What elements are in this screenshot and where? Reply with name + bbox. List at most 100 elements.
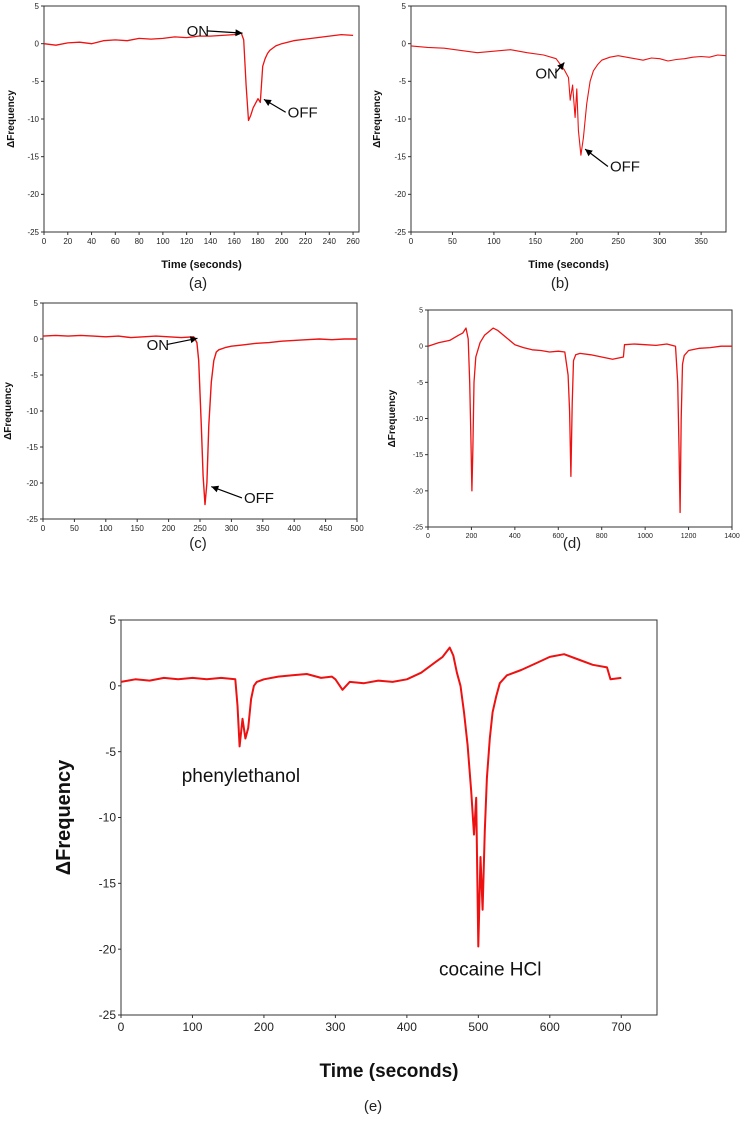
y-tick-label: -20 [99,942,117,956]
x-tick-label: 100 [182,1020,202,1034]
y-tick-label: -5 [31,371,39,380]
y-tick-label: -5 [32,77,40,86]
y-tick-label: 0 [109,679,116,693]
y-tick-label: 5 [402,2,407,11]
x-tick-label: 100 [156,237,170,246]
x-tick-label: 700 [611,1020,631,1034]
annotation-label: ON [535,65,558,82]
x-tick-label: 0 [42,237,47,246]
x-tick-label: 150 [131,524,145,533]
y-tick-label: -25 [27,228,39,237]
x-tick-label: 500 [468,1020,488,1034]
y-tick-label: -5 [417,380,423,387]
x-tick-label: 50 [70,524,79,533]
y-tick-label: 0 [35,39,40,48]
plot-frame [410,5,727,233]
annotation-label: OFF [610,159,640,176]
y-axis-label: ΔFrequency [372,90,383,148]
x-tick-label: 500 [350,524,364,533]
y-tick-label: 5 [35,2,40,11]
x-tick-label: 1000 [637,533,653,540]
y-tick-label: 5 [109,613,116,627]
x-tick-label: 250 [193,524,207,533]
x-tick-label: 260 [346,237,360,246]
x-axis-label: Time (seconds) [528,259,609,271]
x-tick-label: 400 [509,533,521,540]
annotation-arrow-head [211,485,220,493]
x-tick-label: 600 [540,1020,560,1034]
x-tick-label: 800 [596,533,608,540]
x-tick-label: 200 [254,1020,274,1034]
y-tick-label: -20 [27,190,39,199]
x-tick-label: 140 [204,237,218,246]
x-tick-label: 100 [99,524,113,533]
x-tick-label: 0 [41,524,46,533]
x-tick-label: 200 [466,533,478,540]
y-tick-label: -10 [394,115,406,124]
y-tick-label: -10 [99,811,117,825]
x-tick-label: 180 [251,237,265,246]
y-tick-label: 0 [34,335,39,344]
x-tick-label: 300 [325,1020,345,1034]
annotation-label: OFF [244,490,274,507]
panel-caption: (e) [364,1098,382,1115]
panel-caption: (c) [189,535,207,552]
series-line [120,646,622,948]
annotation-arrow-head [189,336,198,344]
annotation-arrow-head [585,149,593,157]
x-tick-label: 600 [552,533,564,540]
x-tick-label: 450 [319,524,333,533]
x-tick-label: 1200 [681,533,697,540]
chart-panel-e: 50-5-10-15-20-250 100 200 300 400 500 600 700ΔF… [53,613,658,1115]
annotation-arrow-head [557,62,565,71]
x-tick-label: 60 [111,237,120,246]
x-tick-label: 250 [612,237,626,246]
y-tick-label: -20 [26,479,38,488]
y-tick-label: -20 [394,190,406,199]
x-tick-label: 350 [694,237,708,246]
y-tick-label: 0 [419,344,423,351]
series-line [43,32,354,122]
x-tick-label: 300 [225,524,239,533]
x-axis-label: Time (seconds) [161,259,242,271]
x-tick-label: 200 [162,524,176,533]
y-tick-label: -5 [399,77,407,86]
chart-panel-a: 50-5-10-15-20-250 20 40 60 80 100 120 140 160 180… [6,2,360,292]
x-tick-label: 220 [299,237,313,246]
panel-caption: (a) [189,275,207,292]
annotation-label: ON [147,337,170,354]
x-tick-label: 50 [448,237,457,246]
x-tick-label: 240 [323,237,337,246]
x-tick-label: 20 [63,237,72,246]
y-tick-label: -25 [413,524,423,531]
x-tick-label: 120 [180,237,194,246]
annotation-label: cocaine HCl [439,960,541,981]
x-tick-label: 350 [256,524,270,533]
x-tick-label: 40 [87,237,96,246]
y-tick-label: 5 [34,299,39,308]
x-tick-label: 0 [118,1020,125,1034]
y-tick-label: -15 [26,443,38,452]
x-tick-label: 100 [487,237,501,246]
y-tick-label: -20 [413,488,423,495]
x-tick-label: 200 [275,237,289,246]
x-tick-label: 1400 [724,533,740,540]
y-axis-label: ΔFrequency [387,389,398,447]
y-tick-label: -15 [413,452,423,459]
y-tick-label: 5 [419,307,423,314]
series-line [427,327,732,514]
y-axis-label: ΔFrequency [53,759,75,875]
panel-caption: (d) [563,535,581,552]
y-tick-label: -10 [413,416,423,423]
x-tick-label: 400 [288,524,302,533]
x-tick-label: 300 [653,237,667,246]
annotation-arrow-head [263,99,272,106]
x-axis-label: Time (seconds) [319,1061,458,1082]
annotation-label: phenylethanol [182,766,300,787]
series-line [42,334,357,506]
chart-panel-c: 50-5-10-15-20-250 50 100 150 200 250 300 350 400… [3,299,364,552]
x-tick-label: 160 [228,237,242,246]
x-tick-label: 400 [397,1020,417,1034]
y-tick-label: -10 [27,115,39,124]
